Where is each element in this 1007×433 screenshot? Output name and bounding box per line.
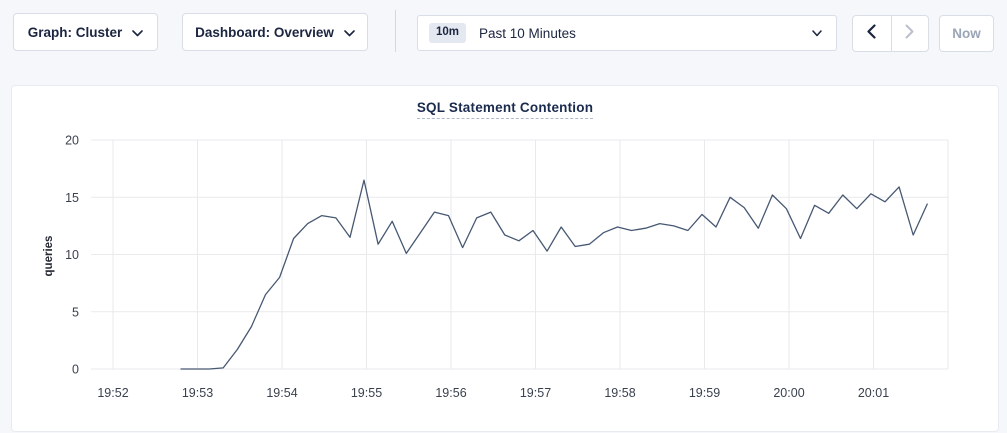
chart-title[interactable]: SQL Statement Contention	[416, 100, 594, 119]
graph-dropdown[interactable]: Graph: Cluster	[13, 13, 158, 51]
now-button-label: Now	[952, 26, 981, 41]
x-tick-label: 19:53	[182, 386, 213, 400]
time-range-badge: 10m	[429, 23, 467, 43]
y-tick-label: 10	[65, 248, 79, 262]
chart-card: SQL Statement Contention 0 5 10 15 20 19:52 19…	[11, 85, 999, 432]
chevron-left-icon	[867, 23, 876, 44]
chevron-down-icon	[344, 25, 355, 40]
line-chart-plot[interactable]: 0 5 10 15 20 19:52 19:53 19:54 19:55 19:56 19:57 19…	[12, 86, 1000, 433]
dashboard-dropdown[interactable]: Dashboard: Overview	[182, 13, 368, 51]
x-tick-label: 19:59	[689, 386, 720, 400]
x-tick-label: 19:58	[604, 386, 635, 400]
x-tick-label: 19:52	[97, 386, 128, 400]
toolbar-divider	[395, 10, 396, 52]
prev-time-button[interactable]	[853, 16, 891, 51]
time-range-selector[interactable]: 10m Past 10 Minutes	[417, 15, 837, 51]
x-tick-label: 20:01	[858, 386, 889, 400]
y-tick-label: 5	[72, 305, 79, 319]
x-tick-label: 19:56	[435, 386, 466, 400]
graph-dropdown-label: Graph: Cluster	[27, 24, 123, 40]
x-tick-label: 19:55	[351, 386, 382, 400]
chevron-right-icon	[905, 24, 914, 44]
next-time-button[interactable]	[890, 16, 929, 51]
dashboard-dropdown-label: Dashboard: Overview	[195, 24, 334, 40]
x-tick-label: 19:57	[520, 386, 551, 400]
time-shift-button-group	[852, 15, 929, 52]
chevron-down-icon	[132, 25, 144, 40]
y-tick-label: 20	[65, 134, 79, 148]
now-button[interactable]: Now	[939, 15, 994, 52]
y-axis-title: queries	[43, 236, 55, 277]
series-line-queries	[180, 179, 928, 370]
time-range-label: Past 10 Minutes	[479, 25, 576, 41]
y-tick-label: 0	[72, 363, 79, 377]
chevron-down-icon	[812, 24, 822, 42]
x-tick-label: 19:54	[266, 386, 297, 400]
y-tick-label: 15	[65, 191, 79, 205]
x-tick-label: 20:00	[773, 386, 804, 400]
